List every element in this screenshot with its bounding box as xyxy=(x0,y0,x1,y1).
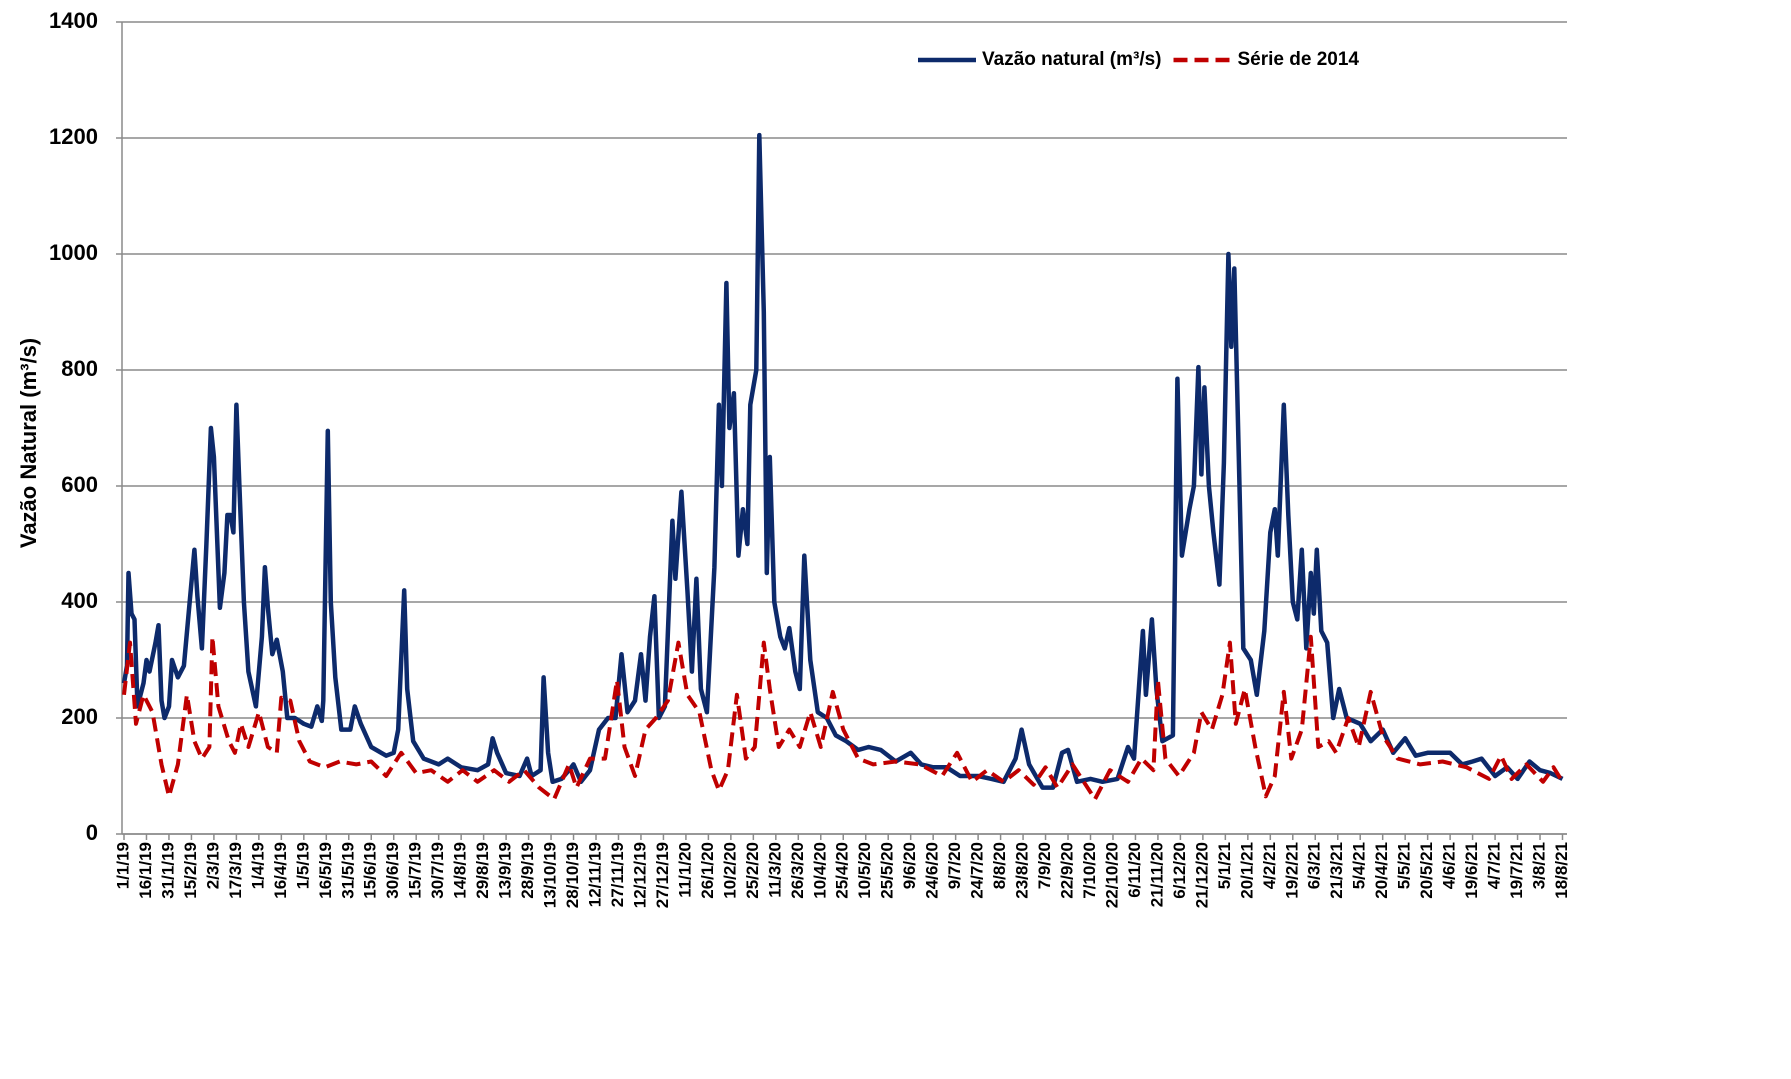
x-tick-label: 20/1/21 xyxy=(1237,842,1256,899)
x-tick-label: 25/5/20 xyxy=(878,842,897,899)
x-tick-label: 30/6/19 xyxy=(383,842,402,899)
x-tick-label: 12/12/19 xyxy=(630,842,649,908)
x-tick-label: 4/7/21 xyxy=(1485,842,1504,889)
x-tick-label: 20/5/21 xyxy=(1417,842,1436,899)
x-tick-label: 20/4/21 xyxy=(1372,842,1391,899)
x-tick-label: 16/5/19 xyxy=(316,842,335,899)
x-tick-label: 21/12/20 xyxy=(1192,842,1211,908)
x-tick-label: 1/5/19 xyxy=(293,842,312,889)
x-tick-label: 6/12/20 xyxy=(1170,842,1189,899)
x-tick-label: 3/8/21 xyxy=(1530,842,1549,889)
x-tick-label: 25/4/20 xyxy=(833,842,852,899)
x-tick-label: 15/6/19 xyxy=(361,842,380,899)
x-tick-label: 24/6/20 xyxy=(923,842,942,899)
x-tick-label: 21/11/20 xyxy=(1147,842,1166,907)
x-tick-label: 29/8/19 xyxy=(473,842,492,899)
x-tick-label: 19/6/21 xyxy=(1462,842,1481,899)
x-tick-label: 5/1/21 xyxy=(1215,842,1234,889)
series-line xyxy=(121,132,1564,790)
x-tick-label: 28/10/19 xyxy=(563,842,582,908)
x-tick-label: 26/3/20 xyxy=(788,842,807,899)
y-tick-label: 1400 xyxy=(49,8,98,33)
y-tick-label: 600 xyxy=(61,472,98,497)
x-tick-label: 19/7/21 xyxy=(1507,842,1526,899)
x-tick-label: 25/2/20 xyxy=(743,842,762,899)
x-tick-label: 4/2/21 xyxy=(1260,842,1279,889)
series-line xyxy=(122,634,1565,802)
legend-label: Série de 2014 xyxy=(1238,49,1360,70)
x-tick-label: 10/5/20 xyxy=(855,842,874,899)
x-tick-label: 31/1/19 xyxy=(158,842,177,899)
x-tick-label: 7/9/20 xyxy=(1035,842,1054,889)
x-tick-label: 11/1/20 xyxy=(675,842,694,898)
x-tick-label: 1/4/19 xyxy=(248,842,267,889)
x-tick-label: 15/7/19 xyxy=(406,842,425,899)
x-tick-label: 15/2/19 xyxy=(181,842,200,899)
x-tick-label: 6/11/20 xyxy=(1125,842,1144,898)
y-axis-label: Vazão Natural (m³/s) xyxy=(16,338,41,548)
x-tick-label: 19/2/21 xyxy=(1282,842,1301,899)
x-tick-label: 6/3/21 xyxy=(1305,842,1324,889)
y-tick-label: 1000 xyxy=(49,240,98,265)
x-tick-label: 27/11/19 xyxy=(608,842,627,907)
x-tick-label: 22/10/20 xyxy=(1102,842,1121,908)
y-tick-label: 0 xyxy=(86,820,98,845)
y-tick-label: 400 xyxy=(61,588,98,613)
x-tick-label: 30/7/19 xyxy=(428,842,447,899)
x-tick-label: 12/11/19 xyxy=(585,842,604,907)
x-tick-label: 1/1/19 xyxy=(113,842,132,889)
x-tick-label: 4/6/21 xyxy=(1440,842,1459,889)
y-tick-label: 200 xyxy=(61,704,98,729)
x-tick-label: 10/4/20 xyxy=(810,842,829,899)
x-tick-label: 7/10/20 xyxy=(1080,842,1099,899)
x-tick-label: 14/8/19 xyxy=(451,842,470,899)
x-tick-label: 22/9/20 xyxy=(1058,842,1077,899)
x-tick-label: 17/3/19 xyxy=(226,842,245,899)
y-tick-label: 1200 xyxy=(49,124,98,149)
x-tick-label: 9/6/20 xyxy=(900,842,919,889)
x-tick-label: 27/12/19 xyxy=(653,842,672,908)
y-tick-label: 800 xyxy=(61,356,98,381)
x-tick-label: 24/7/20 xyxy=(968,842,987,899)
legend-label: Vazão natural (m³/s) xyxy=(982,49,1162,70)
x-tick-label: 8/8/20 xyxy=(990,842,1009,889)
x-tick-label: 21/3/21 xyxy=(1327,842,1346,899)
x-tick-label: 9/7/20 xyxy=(945,842,964,889)
x-tick-label: 10/2/20 xyxy=(720,842,739,899)
x-tick-label: 18/8/21 xyxy=(1552,842,1571,899)
x-tick-label: 28/9/19 xyxy=(518,842,537,899)
x-tick-label: 2/3/19 xyxy=(203,842,222,889)
x-tick-label: 13/9/19 xyxy=(496,842,515,899)
x-tick-label: 5/4/21 xyxy=(1350,842,1369,889)
x-tick-label: 23/8/20 xyxy=(1013,842,1032,899)
x-tick-label: 16/1/19 xyxy=(136,842,155,899)
x-tick-label: 16/4/19 xyxy=(271,842,290,899)
x-tick-label: 31/5/19 xyxy=(338,842,357,899)
x-tick-label: 26/1/20 xyxy=(698,842,717,899)
x-tick-label: 5/5/21 xyxy=(1395,842,1414,889)
x-tick-label: 13/10/19 xyxy=(541,842,560,908)
x-tick-label: 11/3/20 xyxy=(765,842,784,898)
